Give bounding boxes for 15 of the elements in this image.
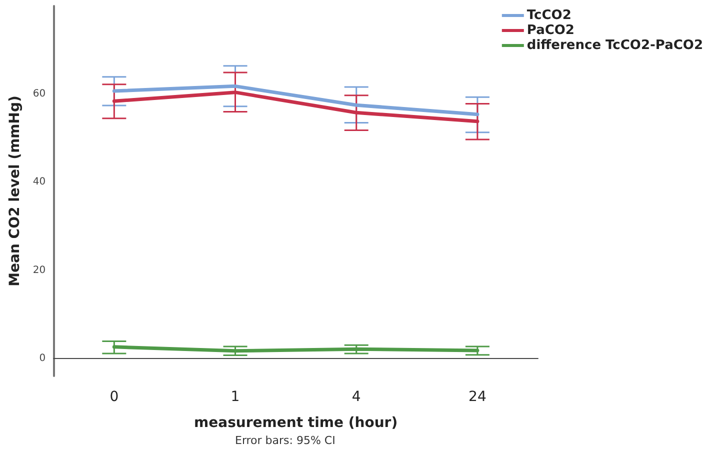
y-tick-label: 0 [39,352,46,364]
legend-label: PaCO2 [526,23,574,38]
x-axis-title: measurement time (hour) [194,415,398,431]
y-tick-label: 60 [32,88,46,100]
x-tick-label: 4 [352,389,361,405]
x-tick-label: 1 [230,389,240,405]
y-tick-label: 20 [32,264,46,276]
text: Error bars: 95% CI [235,434,336,447]
x-tick-label: 0 [110,389,119,405]
legend-label: difference TcCO2-PaCO2 [526,38,703,53]
y-axis-title: Mean CO2 level (mmHg) [7,96,23,286]
legend-label: TcCO2 [526,8,572,23]
x-tick-label: 24 [468,389,486,405]
line-series [112,84,480,116]
y-tick-label: 40 [32,176,46,188]
